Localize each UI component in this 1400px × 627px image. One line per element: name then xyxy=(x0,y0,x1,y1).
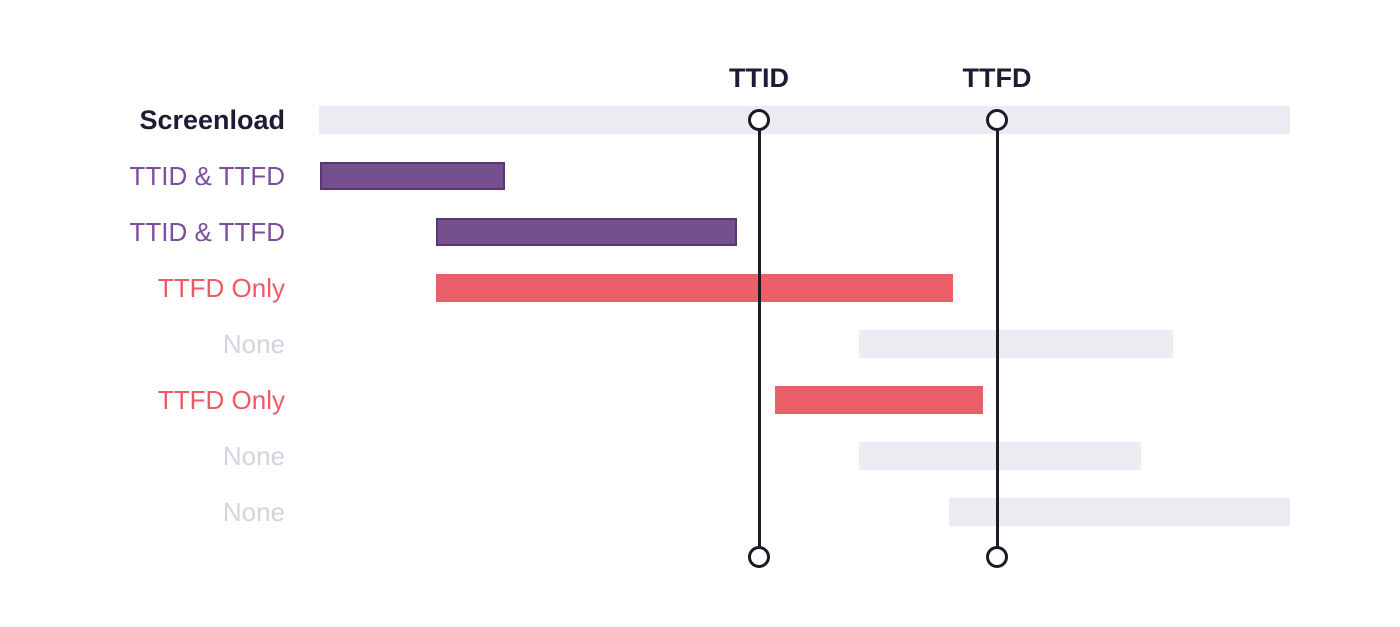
row-label-none-3: None xyxy=(222,497,285,527)
ttfd-marker-top-circle-icon xyxy=(986,109,1008,131)
screenload-span-bar xyxy=(319,106,1290,134)
row-label-ttfd-only-1: TTFD Only xyxy=(157,273,285,303)
ttfd-only-span-bar-1 xyxy=(436,274,953,302)
ttid-marker-line xyxy=(757,120,761,557)
row-label-ttfd-only-2: TTFD Only xyxy=(157,385,285,415)
row-label-screenload: Screenload xyxy=(139,105,285,135)
none-span-bar-1 xyxy=(859,330,1173,358)
none-span-bar-3 xyxy=(949,498,1290,526)
row-label-ttid-ttfd-1: TTID & TTFD xyxy=(129,161,285,191)
row-label-none-1: None xyxy=(222,329,285,359)
ttid-marker-bottom-circle-icon xyxy=(748,546,770,568)
ttid-marker-top-circle-icon xyxy=(748,109,770,131)
ttfd-marker-line xyxy=(995,120,999,557)
ttfd-only-span-bar-2 xyxy=(775,386,983,414)
ttid-ttfd-span-bar-1 xyxy=(320,162,505,190)
ttfd-marker-label: TTFD xyxy=(962,63,1032,93)
ttid-marker-label: TTID xyxy=(729,63,789,93)
ttid-ttfd-span-bar-2 xyxy=(436,218,737,246)
row-label-none-2: None xyxy=(222,441,285,471)
row-label-ttid-ttfd-2: TTID & TTFD xyxy=(129,217,285,247)
ttfd-marker-bottom-circle-icon xyxy=(986,546,1008,568)
none-span-bar-2 xyxy=(859,442,1141,470)
